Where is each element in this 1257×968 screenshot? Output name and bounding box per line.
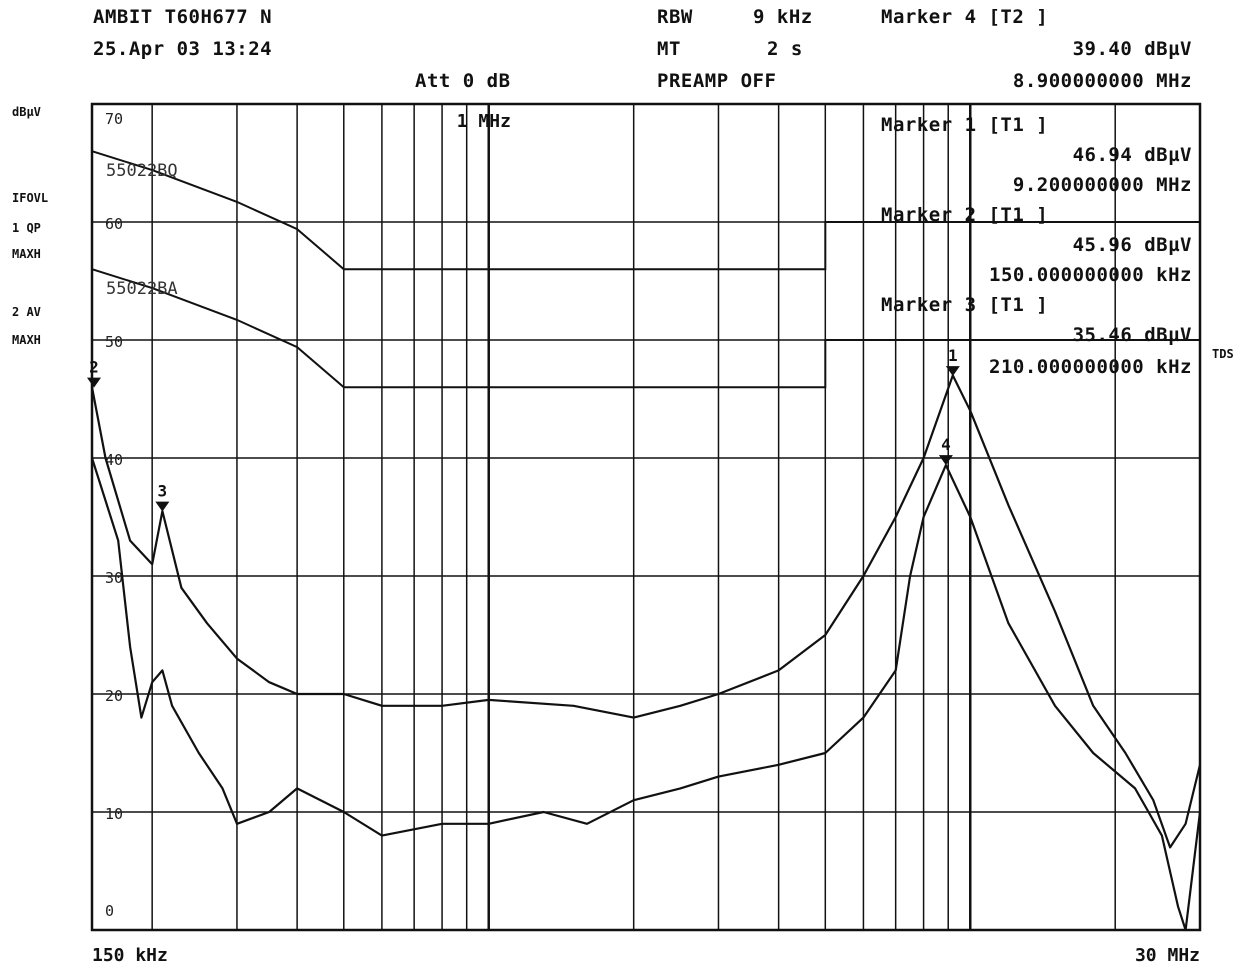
rbw-label: RBW <box>657 6 693 28</box>
limit-line-label: 55022BQ <box>106 161 178 181</box>
y-tick-label: 30 <box>105 569 123 587</box>
trace2-mode: MAXH <box>12 333 41 347</box>
marker2-freq: 150.000000000 kHz <box>989 264 1192 286</box>
attenuation: Att 0 dB <box>415 70 511 92</box>
y-tick-label: 20 <box>105 687 123 705</box>
limit-line <box>91 268 1200 389</box>
marker3-title: Marker 3 [T1 ] <box>881 294 1049 316</box>
active-marker-level: 39.40 dBµV <box>1072 38 1192 60</box>
device-name: AMBIT T60H677 N <box>93 6 273 28</box>
y-tick-label: 50 <box>105 333 123 351</box>
y-tick-label: 40 <box>105 451 123 469</box>
preamp-status: PREAMP OFF <box>657 70 777 92</box>
y-tick-label: 60 <box>105 215 123 233</box>
trace-line <box>90 457 1202 932</box>
mt-value: 2 s <box>767 38 803 60</box>
active-marker-title: Marker 4 [T2 ] <box>881 6 1049 28</box>
ifovl-indicator: IFOVL <box>12 191 49 205</box>
y-unit-label: dBµV <box>12 105 41 119</box>
marker2-level: 45.96 dBµV <box>1072 234 1192 256</box>
marker1-freq: 9.200000000 MHz <box>1012 174 1192 196</box>
trace1-mode: MAXH <box>12 247 41 261</box>
y-tick-label: 70 <box>105 110 123 128</box>
trace1-detector: 1 QP <box>12 221 41 235</box>
y-tick-label: 10 <box>105 805 123 823</box>
marker3-freq: 210.000000000 kHz <box>989 356 1192 378</box>
plot-frame <box>90 102 1202 932</box>
marker1-level: 46.94 dBµV <box>1072 144 1192 166</box>
marker1-title: Marker 1 [T1 ] <box>881 114 1049 136</box>
tds-indicator: TDS <box>1212 347 1234 361</box>
rbw-value: 9 kHz <box>753 6 813 28</box>
mt-label: MT <box>657 38 681 60</box>
marker2-title: Marker 2 [T1 ] <box>881 204 1049 226</box>
x-tick-label: 1 MHz <box>457 111 511 132</box>
limit-line <box>91 150 1200 271</box>
trace-line <box>90 374 1202 849</box>
x-tick-label: 150 kHz <box>92 945 168 966</box>
marker-triangle <box>945 366 960 377</box>
active-marker-freq: 8.900000000 MHz <box>1012 70 1192 92</box>
marker-label: 1 <box>948 346 958 365</box>
marker3-level: 35.46 dBµV <box>1072 324 1192 346</box>
limit-line-label: 55022BA <box>106 279 178 299</box>
y-tick-label: 0 <box>105 902 114 920</box>
marker-triangle <box>155 501 170 512</box>
marker-label: 3 <box>158 482 168 501</box>
trace2-detector: 2 AV <box>12 305 41 319</box>
marker-triangle <box>938 455 953 466</box>
date-time: 25.Apr 03 13:24 <box>93 38 273 60</box>
marker-label: 2 <box>89 358 99 377</box>
marker-label: 4 <box>941 435 951 454</box>
marker-triangle <box>87 377 101 388</box>
x-tick-label: 30 MHz <box>1135 945 1200 966</box>
